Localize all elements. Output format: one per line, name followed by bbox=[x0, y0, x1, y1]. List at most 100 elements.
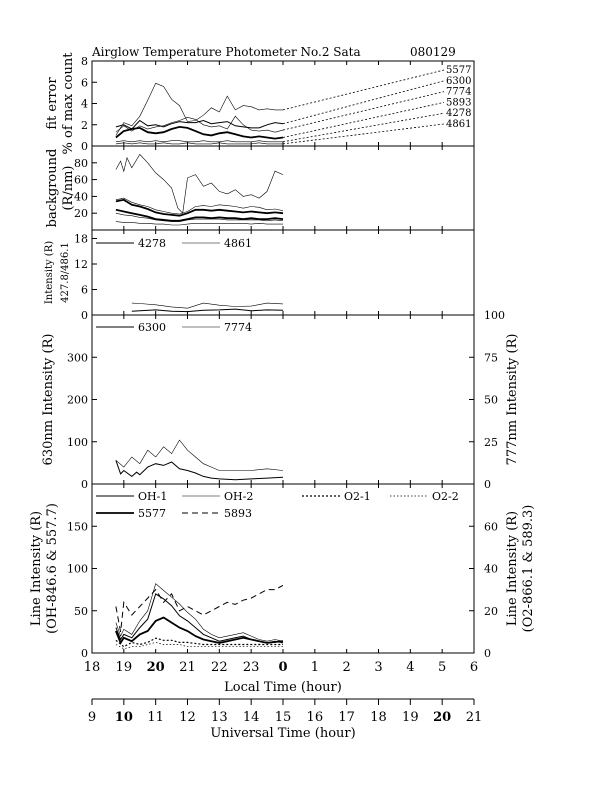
series-line-c bbox=[115, 198, 284, 217]
panel-background: 20 40 60 80 background (R/nm) bbox=[45, 145, 475, 231]
x-tick-label: 1 bbox=[311, 660, 319, 675]
y-tick-label: 50 bbox=[74, 605, 88, 618]
ut-tick-label: 15 bbox=[275, 710, 292, 725]
y-right-tick-label: 20 bbox=[484, 605, 498, 618]
y-right-tick-label: 40 bbox=[484, 563, 498, 576]
x-tick-label: 19 bbox=[116, 660, 133, 675]
series-line-5893 bbox=[115, 584, 284, 632]
legend-blue-lines: 4278 4861 bbox=[96, 237, 252, 250]
y-axis-label: 427.8/486.1 bbox=[60, 242, 71, 303]
panel-red-green: 0 100 200 300 0 25 50 75 100 630nm Intensity (R) 7… bbox=[41, 309, 520, 491]
ut-tick-label: 16 bbox=[307, 710, 324, 725]
legend-red-green: 6300 7774 bbox=[96, 321, 252, 334]
y-right-tick-label: 0 bbox=[484, 478, 491, 491]
label-leader bbox=[282, 91, 445, 131]
x-tick-label: 2 bbox=[343, 660, 351, 675]
series-label: 6300 bbox=[446, 76, 471, 87]
series-line-4278 bbox=[131, 308, 284, 313]
y-tick-label: 20 bbox=[74, 207, 88, 220]
y-tick-label: 2 bbox=[81, 119, 88, 132]
y-tick-label: 200 bbox=[67, 394, 88, 407]
series-label: 7774 bbox=[446, 87, 471, 98]
y-tick-label: 150 bbox=[67, 520, 88, 533]
ut-tick-label: 10 bbox=[115, 710, 133, 725]
series-label: 4861 bbox=[446, 119, 471, 130]
series-line-o2-2 bbox=[115, 642, 283, 650]
label-leader bbox=[282, 112, 445, 143]
ut-tick-label: 19 bbox=[402, 710, 419, 725]
x-axis-label: Local Time (hour) bbox=[224, 680, 342, 695]
panel-fit-error: 0 2 4 6 8 fit error% of max count bbox=[45, 52, 475, 154]
label-leader bbox=[282, 123, 445, 145]
legend-label: 5577 bbox=[138, 507, 166, 520]
x-tick-label: 4 bbox=[406, 660, 414, 675]
y-axis-label-right: 777nm Intensity (R) bbox=[505, 334, 520, 466]
ut-axis-label: Universal Time (hour) bbox=[210, 726, 355, 741]
series-line-4278 bbox=[115, 140, 283, 143]
ut-tick-label: 11 bbox=[147, 710, 164, 725]
label-leader bbox=[282, 80, 445, 125]
figure-title: Airglow Temperature Photometer No.2 Sata bbox=[91, 45, 361, 59]
series-line-oh-1 bbox=[115, 593, 284, 644]
y-tick-label: 4 bbox=[81, 98, 88, 111]
legend-label: OH-1 bbox=[138, 490, 167, 503]
y-axis-label-right: (O2-866.1 & 589.3) bbox=[521, 505, 536, 633]
y-tick-label: 100 bbox=[67, 563, 88, 576]
y-axis-label: 630nm Intensity (R) bbox=[41, 334, 56, 466]
figure-date: 080129 bbox=[410, 45, 456, 59]
y-tick-label: 0 bbox=[81, 647, 88, 660]
panel-blue-lines: 0 6 12 18 Intensity (R) 427.8/486.1 bbox=[44, 229, 475, 322]
series-line-oh-2 bbox=[115, 583, 284, 642]
legend-label: O2-2 bbox=[432, 490, 459, 503]
series-line-d bbox=[115, 208, 284, 222]
y-tick-label: 60 bbox=[74, 174, 88, 187]
y-axis-label: (OH-846.6 & 557.7) bbox=[45, 503, 60, 634]
y-right-tick-label: 75 bbox=[484, 351, 498, 364]
y-axis-label-right: Line Intensity (R) bbox=[505, 511, 520, 626]
ut-tick-label: 12 bbox=[179, 710, 196, 725]
series-line-b bbox=[115, 197, 284, 215]
series-line-6300 bbox=[115, 119, 284, 130]
x-tick-label: 6 bbox=[470, 660, 478, 675]
ut-tick-label: 18 bbox=[370, 710, 387, 725]
legend-label: 5893 bbox=[224, 507, 252, 520]
ut-tick-label: 20 bbox=[433, 710, 451, 725]
x-tick-label: 23 bbox=[243, 660, 260, 675]
y-right-tick-label: 25 bbox=[484, 436, 498, 449]
x-tick-label: 5 bbox=[438, 660, 446, 675]
x-tick-label: 22 bbox=[211, 660, 228, 675]
ut-axis: 9 10 11 12 13 14 15 16 17 18 19 20 21 Universal Time … bbox=[88, 698, 482, 741]
y-axis-label: Intensity (R) bbox=[44, 241, 55, 304]
y-axis-label: fit error bbox=[45, 77, 60, 130]
ut-tick-label: 9 bbox=[88, 710, 96, 725]
series-line-5577 bbox=[115, 82, 283, 136]
x-tick-label: 0 bbox=[278, 660, 287, 675]
ut-tick-label: 13 bbox=[211, 710, 228, 725]
ut-tick-label: 14 bbox=[243, 710, 260, 725]
series-line-4861 bbox=[131, 302, 284, 309]
ut-tick-label: 17 bbox=[338, 710, 355, 725]
series-line-7774 bbox=[115, 439, 284, 471]
series-line-5893 bbox=[115, 125, 284, 140]
series-line-4861 bbox=[115, 142, 283, 145]
y-tick-label: 0 bbox=[81, 309, 88, 322]
y-right-tick-label: 0 bbox=[484, 647, 491, 660]
y-tick-label: 100 bbox=[67, 436, 88, 449]
series-line-f bbox=[115, 221, 283, 226]
y-tick-label: 6 bbox=[81, 284, 88, 297]
panel-frame bbox=[91, 314, 475, 485]
y-tick-label: 40 bbox=[74, 190, 88, 203]
legend-label: 4861 bbox=[224, 237, 252, 250]
legend-label: O2-1 bbox=[344, 490, 371, 503]
y-right-tick-label: 100 bbox=[484, 309, 505, 322]
y-tick-label: 8 bbox=[81, 55, 88, 68]
x-tick-label: 21 bbox=[179, 660, 196, 675]
y-axis-label: (R/nm) bbox=[61, 165, 76, 210]
y-tick-label: 0 bbox=[81, 140, 88, 153]
y-tick-label: 18 bbox=[74, 233, 88, 246]
legend-label: OH-2 bbox=[224, 490, 253, 503]
y-right-tick-label: 60 bbox=[484, 520, 498, 533]
